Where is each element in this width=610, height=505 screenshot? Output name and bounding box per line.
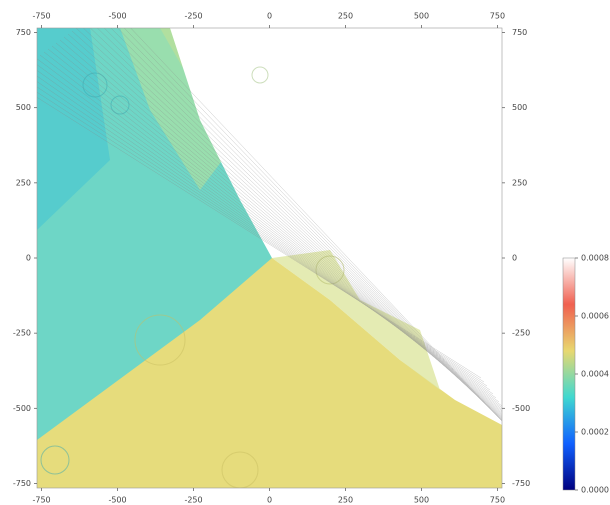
x-tick-label-bottom: -750 [32, 496, 50, 505]
colorbar-tick-label: 0.0004 [581, 370, 609, 379]
y-tick-label-left: -500 [13, 404, 31, 413]
x-tick-label-top: 250 [338, 12, 353, 21]
y-tick-label-left: -750 [13, 479, 31, 488]
y-tick-label-right: 0 [512, 254, 517, 263]
x-tick-label-bottom: 0 [267, 496, 272, 505]
chart: -750-750-500-500-250-2500025025050050075… [0, 0, 610, 505]
colorbar [563, 258, 575, 490]
x-tick-label-bottom: 250 [338, 496, 353, 505]
y-tick-label-right: 500 [512, 103, 527, 112]
x-tick-label-top: 500 [414, 12, 429, 21]
x-tick-label-bottom: -500 [108, 496, 126, 505]
x-tick-label-top: -500 [108, 12, 126, 21]
y-tick-label-left: 250 [16, 178, 31, 187]
x-tick-label-top: -750 [32, 12, 50, 21]
y-tick-label-left: -250 [13, 329, 31, 338]
x-tick-label-top: -250 [184, 12, 202, 21]
x-tick-label-bottom: 500 [414, 496, 429, 505]
colorbar-tick-label: 0.0008 [581, 254, 609, 263]
y-tick-label-right: -500 [512, 404, 530, 413]
colorbar-tick-label: 0.0002 [581, 428, 609, 437]
y-tick-label-right: 250 [512, 178, 527, 187]
y-tick-label-left: 0 [26, 254, 31, 263]
colorbar-tick-label: 0.0000 [581, 486, 609, 495]
y-tick-label-right: -250 [512, 329, 530, 338]
y-tick-label-right: 750 [512, 28, 527, 37]
y-tick-label-left: 500 [16, 103, 31, 112]
x-tick-label-top: 0 [267, 12, 272, 21]
colorbar-tick-label: 0.0006 [581, 312, 609, 321]
map-image [8, 4, 556, 488]
x-tick-label-bottom: 750 [490, 496, 505, 505]
x-tick-label-top: 750 [490, 12, 505, 21]
x-tick-label-bottom: -250 [184, 496, 202, 505]
y-tick-label-right: -750 [512, 479, 530, 488]
y-tick-label-left: 750 [16, 28, 31, 37]
